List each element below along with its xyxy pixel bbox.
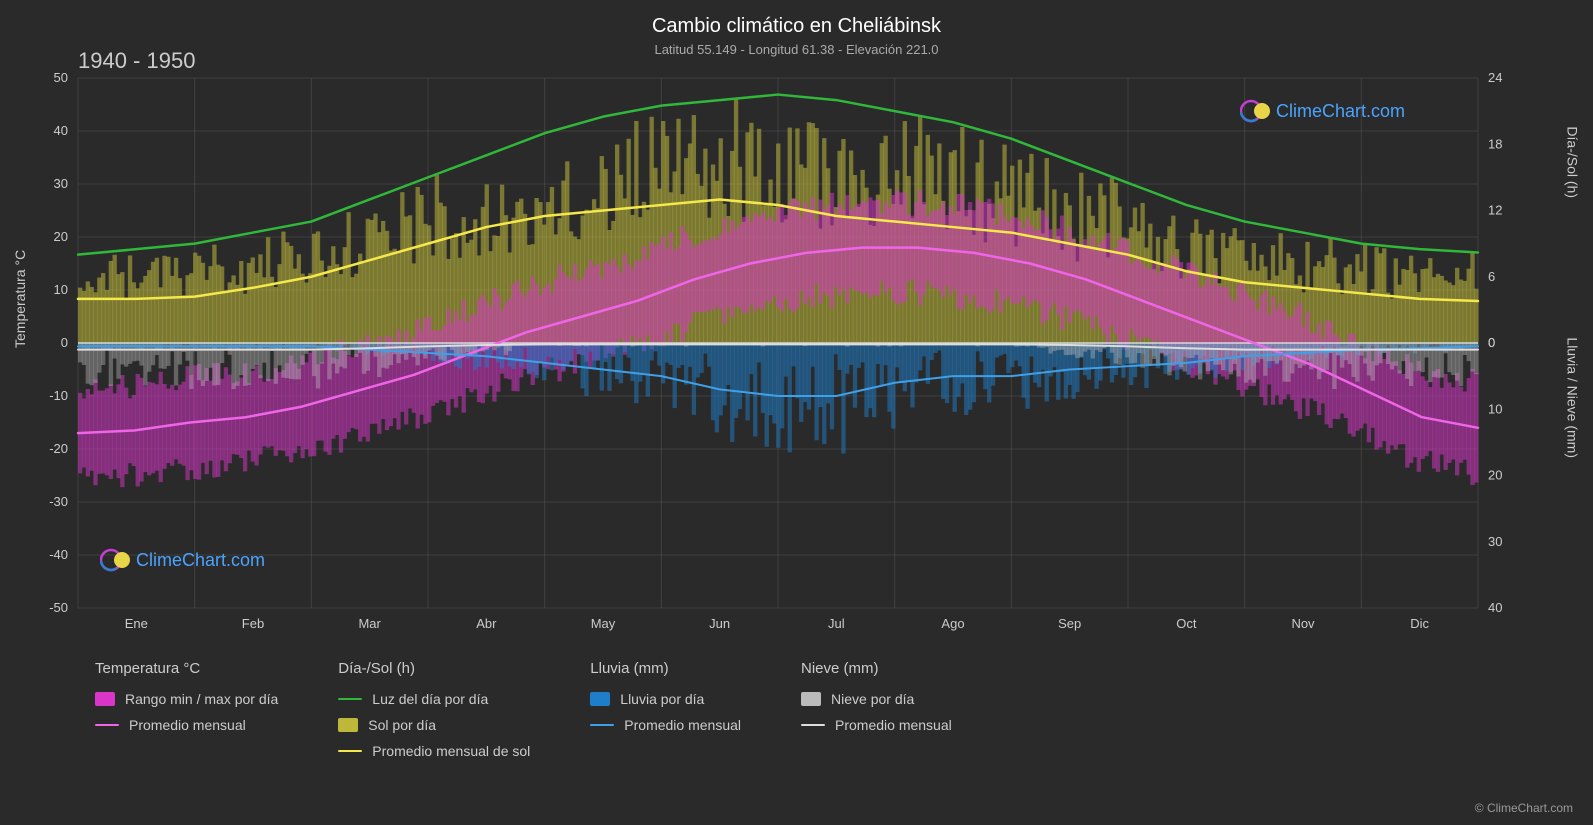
legend-group-title: Lluvia (mm) — [590, 660, 741, 677]
legend-swatch — [801, 692, 821, 706]
legend-swatch — [338, 718, 358, 732]
legend-item-label: Promedio mensual — [129, 717, 246, 733]
legend-group-title: Día-/Sol (h) — [338, 660, 530, 677]
svg-text:0: 0 — [61, 335, 68, 350]
svg-text:-10: -10 — [49, 388, 68, 403]
svg-text:0: 0 — [1488, 335, 1495, 350]
legend-group: Temperatura °C Rango min / max por día Pro… — [95, 660, 278, 759]
legend: Temperatura °C Rango min / max por día Pro… — [95, 660, 1495, 759]
svg-text:10: 10 — [1488, 401, 1502, 416]
svg-text:20: 20 — [1488, 468, 1502, 483]
legend-group: Nieve (mm) Nieve por día Promedio mensual — [801, 660, 952, 759]
legend-swatch — [590, 692, 610, 706]
svg-text:Abr: Abr — [476, 616, 497, 631]
right-bottom-axis-label: Lluvia / Nieve (mm) — [1565, 337, 1581, 458]
svg-text:Mar: Mar — [358, 616, 381, 631]
copyright: © ClimeChart.com — [1475, 801, 1573, 815]
period-label: 1940 - 1950 — [78, 48, 195, 74]
legend-line — [801, 724, 825, 726]
legend-item: Promedio mensual — [95, 717, 278, 733]
legend-swatch — [95, 692, 115, 706]
svg-text:-40: -40 — [49, 547, 68, 562]
legend-item-label: Sol por día — [368, 717, 436, 733]
legend-item: Luz del día por día — [338, 691, 530, 707]
svg-text:Nov: Nov — [1291, 616, 1315, 631]
legend-item: Rango min / max por día — [95, 691, 278, 707]
legend-item: Lluvia por día — [590, 691, 741, 707]
chart-plot: 50403020100-10-20-30-40-5024181260010203… — [78, 78, 1478, 608]
svg-text:Jun: Jun — [709, 616, 730, 631]
svg-text:12: 12 — [1488, 203, 1502, 218]
svg-text:30: 30 — [54, 176, 68, 191]
legend-line — [590, 724, 614, 726]
legend-item-label: Rango min / max por día — [125, 691, 278, 707]
chart-subtitle: Latitud 55.149 - Longitud 61.38 - Elevac… — [0, 38, 1593, 57]
legend-item: Nieve por día — [801, 691, 952, 707]
climechart-logo-icon — [100, 545, 130, 575]
legend-item: Sol por día — [338, 717, 530, 733]
svg-text:6: 6 — [1488, 269, 1495, 284]
legend-item: Promedio mensual — [801, 717, 952, 733]
legend-item-label: Promedio mensual — [624, 717, 741, 733]
watermark: ClimeChart.com — [100, 545, 265, 575]
legend-item-label: Promedio mensual de sol — [372, 743, 530, 759]
svg-text:40: 40 — [1488, 600, 1502, 615]
svg-text:Ago: Ago — [941, 616, 964, 631]
watermark-text: ClimeChart.com — [136, 550, 265, 571]
watermark: ClimeChart.com — [1240, 96, 1405, 126]
svg-text:-50: -50 — [49, 600, 68, 615]
legend-item-label: Promedio mensual — [835, 717, 952, 733]
svg-text:Dic: Dic — [1410, 616, 1429, 631]
svg-text:18: 18 — [1488, 136, 1502, 151]
svg-text:-20: -20 — [49, 441, 68, 456]
svg-text:Ene: Ene — [125, 616, 148, 631]
legend-group-title: Temperatura °C — [95, 660, 278, 677]
svg-text:10: 10 — [54, 282, 68, 297]
chart-title: Cambio climático en Cheliábinsk — [0, 0, 1593, 38]
legend-line — [338, 698, 362, 700]
legend-item: Promedio mensual de sol — [338, 743, 530, 759]
legend-group: Lluvia (mm) Lluvia por día Promedio mensua… — [590, 660, 741, 759]
svg-text:50: 50 — [54, 70, 68, 85]
svg-text:Jul: Jul — [828, 616, 845, 631]
left-axis-label: Temperatura °C — [12, 250, 28, 348]
legend-item-label: Lluvia por día — [620, 691, 704, 707]
svg-text:40: 40 — [54, 123, 68, 138]
svg-text:-30: -30 — [49, 494, 68, 509]
right-top-axis-label: Día-/Sol (h) — [1565, 126, 1581, 198]
svg-text:20: 20 — [54, 229, 68, 244]
watermark-text: ClimeChart.com — [1276, 101, 1405, 122]
svg-text:Oct: Oct — [1176, 616, 1197, 631]
svg-text:24: 24 — [1488, 70, 1502, 85]
climechart-logo-icon — [1240, 96, 1270, 126]
legend-item-label: Luz del día por día — [372, 691, 488, 707]
legend-group: Día-/Sol (h) Luz del día por día Sol por d… — [338, 660, 530, 759]
legend-line — [338, 750, 362, 752]
svg-text:Sep: Sep — [1058, 616, 1081, 631]
svg-text:30: 30 — [1488, 534, 1502, 549]
legend-line — [95, 724, 119, 726]
legend-item-label: Nieve por día — [831, 691, 914, 707]
svg-text:Feb: Feb — [242, 616, 264, 631]
svg-text:May: May — [591, 616, 616, 631]
legend-item: Promedio mensual — [590, 717, 741, 733]
legend-group-title: Nieve (mm) — [801, 660, 952, 677]
